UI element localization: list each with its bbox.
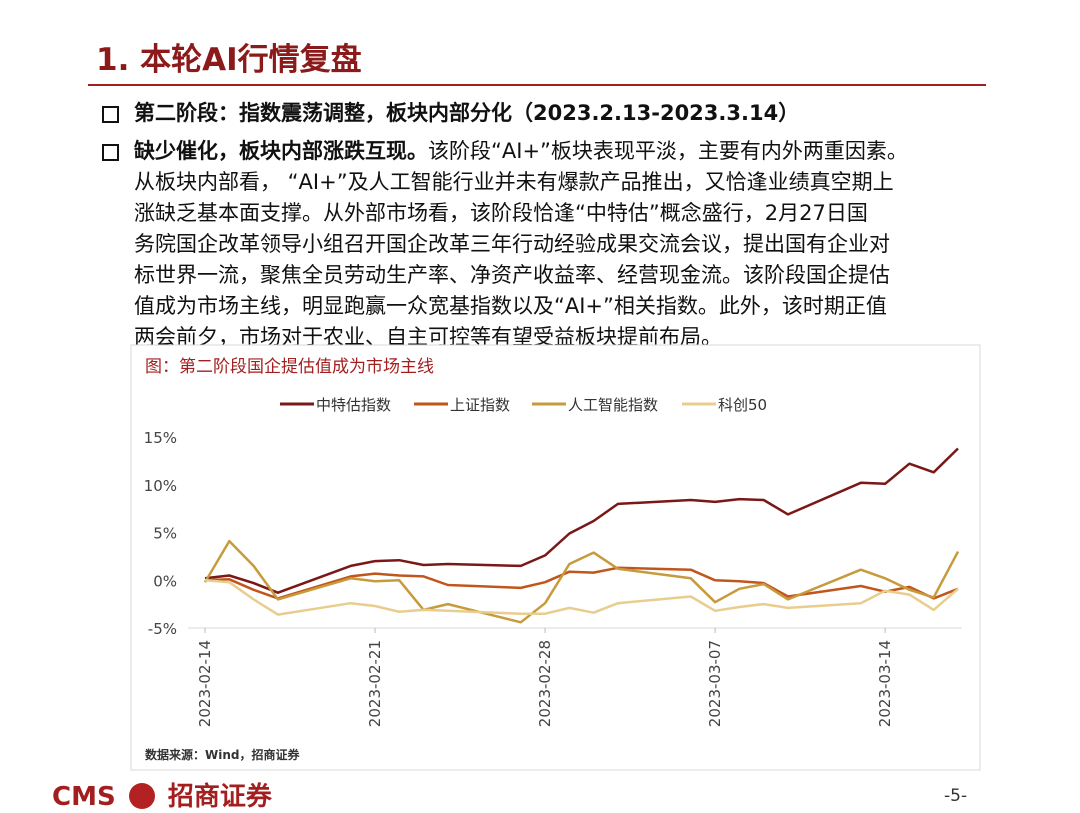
bullet-line: 值成为市场主线，明显跑赢一众宽基指数以及“AI+”相关指数。此外，该时期正值 [134, 294, 887, 318]
slide-title: 1. 本轮AI行情复盘 [96, 42, 362, 78]
legend-label: 中特估指数 [316, 396, 391, 414]
x-tick-label: 2023-02-14 [196, 640, 214, 727]
y-tick-label: 0% [153, 572, 177, 590]
title-rule [88, 84, 986, 86]
bullet-line: 缺少催化，板块内部涨跌互现。该阶段“AI+”板块表现平淡，主要有内外两重因素。 [134, 136, 908, 167]
bullet-line: 两会前夕，市场对于农业、自主可控等有望受益板块提前布局。 [134, 325, 722, 349]
bullet-line: 务院国企改革领导小组召开国企改革三年行动经验成果交流会议，提出国有企业对 [134, 232, 890, 256]
y-tick-label: 15% [144, 429, 177, 447]
logo-name: 招商证券 [167, 782, 272, 812]
bullet-line: 涨缺乏基本面支撑。从外部市场看，该阶段恰逢“中特估”概念盛行，2月27日国 [134, 201, 868, 225]
legend-label: 科创50 [718, 396, 767, 414]
series-line [204, 579, 959, 616]
bullet-text: 该阶段“AI+”板块表现平淡，主要有内外两重因素。 [428, 139, 908, 163]
x-tick-label: 2023-02-21 [366, 640, 384, 727]
series-line [204, 566, 959, 600]
chart-source: 数据来源：Wind，招商证券 [145, 747, 300, 762]
chart-title: 图：第二阶段国企提估值成为市场主线 [145, 357, 434, 377]
logo: CMS 招商证券 [52, 776, 272, 813]
bullet: 第二阶段：指数震荡调整，板块内部分化（2023.2.13-2023.3.14） [102, 98, 800, 129]
legend-label: 上证指数 [450, 396, 510, 414]
chart-frame [130, 344, 981, 771]
bullet: 缺少催化，板块内部涨跌互现。该阶段“AI+”板块表现平淡，主要有内外两重因素。 … [102, 136, 908, 353]
bullet-lead: 缺少催化，板块内部涨跌互现。 [134, 139, 428, 163]
y-tick-label: -5% [148, 620, 177, 638]
bullet-line: 从板块内部看， “AI+”及人工智能行业并未有爆款产品推出，又恰逢业绩真空期上 [134, 170, 894, 194]
x-tick-label: 2023-03-07 [706, 640, 724, 727]
series-line [203, 539, 960, 624]
logo-icon [128, 783, 155, 809]
logo-text: CMS [52, 782, 116, 812]
legend-label: 人工智能指数 [568, 396, 658, 414]
page-number: -5- [944, 786, 968, 806]
bullet-text: 第二阶段：指数震荡调整，板块内部分化（2023.2.13-2023.3.14） [134, 101, 800, 125]
x-tick-label: 2023-03-14 [876, 640, 894, 727]
y-tick-label: 5% [153, 525, 177, 543]
y-tick-label: 10% [144, 477, 177, 495]
bullet-line: 标世界一流，聚焦全员劳动生产率、净资产收益率、经营现金流。该阶段国企提估 [134, 263, 890, 287]
x-tick-label: 2023-02-28 [536, 640, 554, 727]
bullet-box [102, 144, 119, 161]
bullet-box [102, 106, 119, 123]
series-line [204, 447, 959, 594]
